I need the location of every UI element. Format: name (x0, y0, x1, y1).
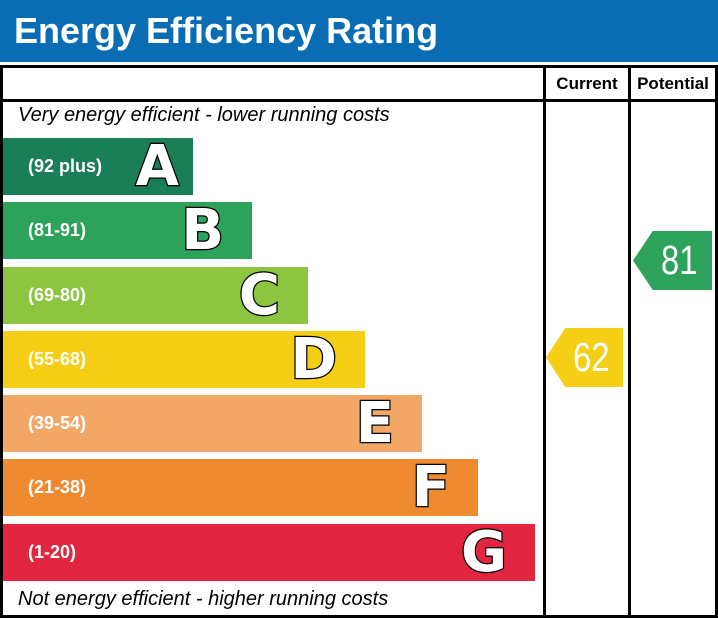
top-note: Very energy efficient - lower running co… (18, 104, 390, 126)
band-letter-E: E (354, 390, 395, 456)
band-letter-C: C (238, 262, 282, 328)
band-range-label-D: (55-68) (28, 349, 87, 369)
band-letter-B: B (180, 197, 225, 263)
potential-column-divider (628, 68, 631, 615)
page-title: Energy Efficiency Rating (14, 10, 439, 51)
band-letter-F: F (410, 454, 451, 520)
band-row-G: (1-20) G (3, 519, 535, 585)
potential-column-header: Potential (637, 73, 709, 93)
bottom-note: Not energy efficient - higher running co… (18, 588, 389, 610)
band-range-label-F: (21-38) (28, 477, 87, 497)
potential-rating-indicator: 81 (633, 231, 712, 290)
band-row-D: (55-68) D (3, 326, 365, 392)
band-range-label-A: (92 plus) (28, 156, 103, 176)
header-separator (3, 99, 715, 102)
band-row-A: (92 plus) A (3, 133, 193, 199)
band-letter-D: D (289, 326, 338, 392)
current-rating-indicator: 62 (546, 328, 623, 387)
band-row-E: (39-54) E (3, 390, 422, 456)
band-range-label-E: (39-54) (28, 413, 87, 433)
band-letter-G: G (460, 519, 508, 585)
band-row-B: (81-91) B (3, 197, 252, 263)
potential-rating-value: 81 (660, 237, 698, 283)
current-column-divider (543, 68, 546, 615)
band-letter-A: A (134, 133, 180, 199)
band-row-F: (21-38) F (3, 454, 478, 520)
band-row-C: (69-80) C (3, 262, 308, 328)
title-bar: Energy Efficiency Rating (0, 0, 718, 62)
current-column-header: Current (556, 73, 618, 93)
band-range-label-G: (1-20) (28, 542, 77, 562)
current-rating-value: 62 (572, 334, 610, 380)
band-range-label-C: (69-80) (28, 285, 87, 305)
rating-table: Current Potential Very energy efficient … (0, 65, 718, 618)
band-range-label-B: (81-91) (28, 220, 87, 240)
